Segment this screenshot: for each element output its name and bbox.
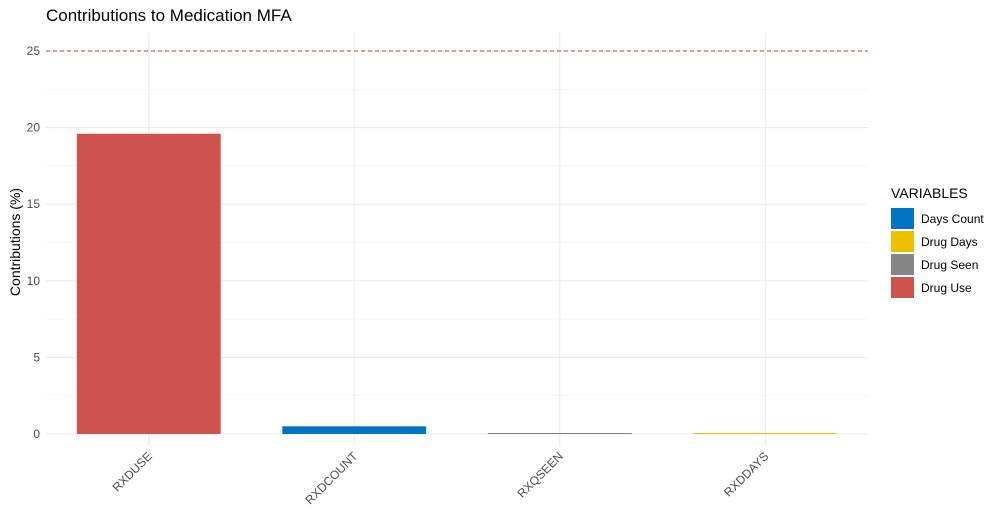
legend-items: Days Count Drug Days Drug Seen Drug Use bbox=[891, 207, 984, 299]
legend-swatch bbox=[891, 231, 914, 252]
legend-item: Drug Seen bbox=[891, 253, 984, 276]
y-tick-label: 5 bbox=[33, 350, 40, 364]
legend-item: Drug Days bbox=[891, 230, 984, 253]
bars bbox=[76, 133, 838, 434]
legend: VARIABLES Days Count Drug Days Drug Seen Dr… bbox=[891, 185, 984, 299]
y-tick-label: 20 bbox=[27, 121, 41, 135]
legend-label: Days Count bbox=[921, 211, 984, 226]
y-tick-label: 15 bbox=[27, 197, 41, 211]
legend-label: Drug Use bbox=[921, 280, 972, 295]
x-tick-label: RXQSEEN bbox=[514, 449, 565, 500]
chart-title: Contributions to Medication MFA bbox=[46, 6, 292, 25]
legend-item: Days Count bbox=[891, 207, 984, 230]
legend-label: Drug Days bbox=[921, 234, 978, 249]
legend-swatch bbox=[891, 277, 914, 298]
y-tick-label: 25 bbox=[27, 44, 41, 58]
y-axis-ticks: 0 5 10 15 20 25 bbox=[27, 44, 41, 441]
legend-title: VARIABLES bbox=[891, 185, 968, 201]
bar-rxddays bbox=[693, 433, 838, 434]
bar-rxqseen bbox=[487, 433, 632, 434]
bar-rxduse bbox=[76, 133, 221, 434]
x-tick-label: RXDUSE bbox=[110, 449, 155, 494]
legend-item: Drug Use bbox=[891, 276, 984, 299]
y-tick-label: 0 bbox=[33, 427, 40, 441]
bar-rxdcount bbox=[282, 426, 427, 434]
legend-swatch bbox=[891, 254, 914, 275]
legend-swatch bbox=[891, 208, 914, 229]
x-axis-ticks: RXDUSE RXDCOUNT RXQSEEN RXDDAYS bbox=[110, 449, 772, 507]
legend-label: Drug Seen bbox=[921, 257, 979, 272]
x-tick-label: RXDDAYS bbox=[721, 449, 771, 499]
x-tick-label: RXDCOUNT bbox=[302, 449, 360, 507]
y-axis-title: Contributions (%) bbox=[7, 188, 23, 296]
y-tick-label: 10 bbox=[27, 274, 41, 288]
